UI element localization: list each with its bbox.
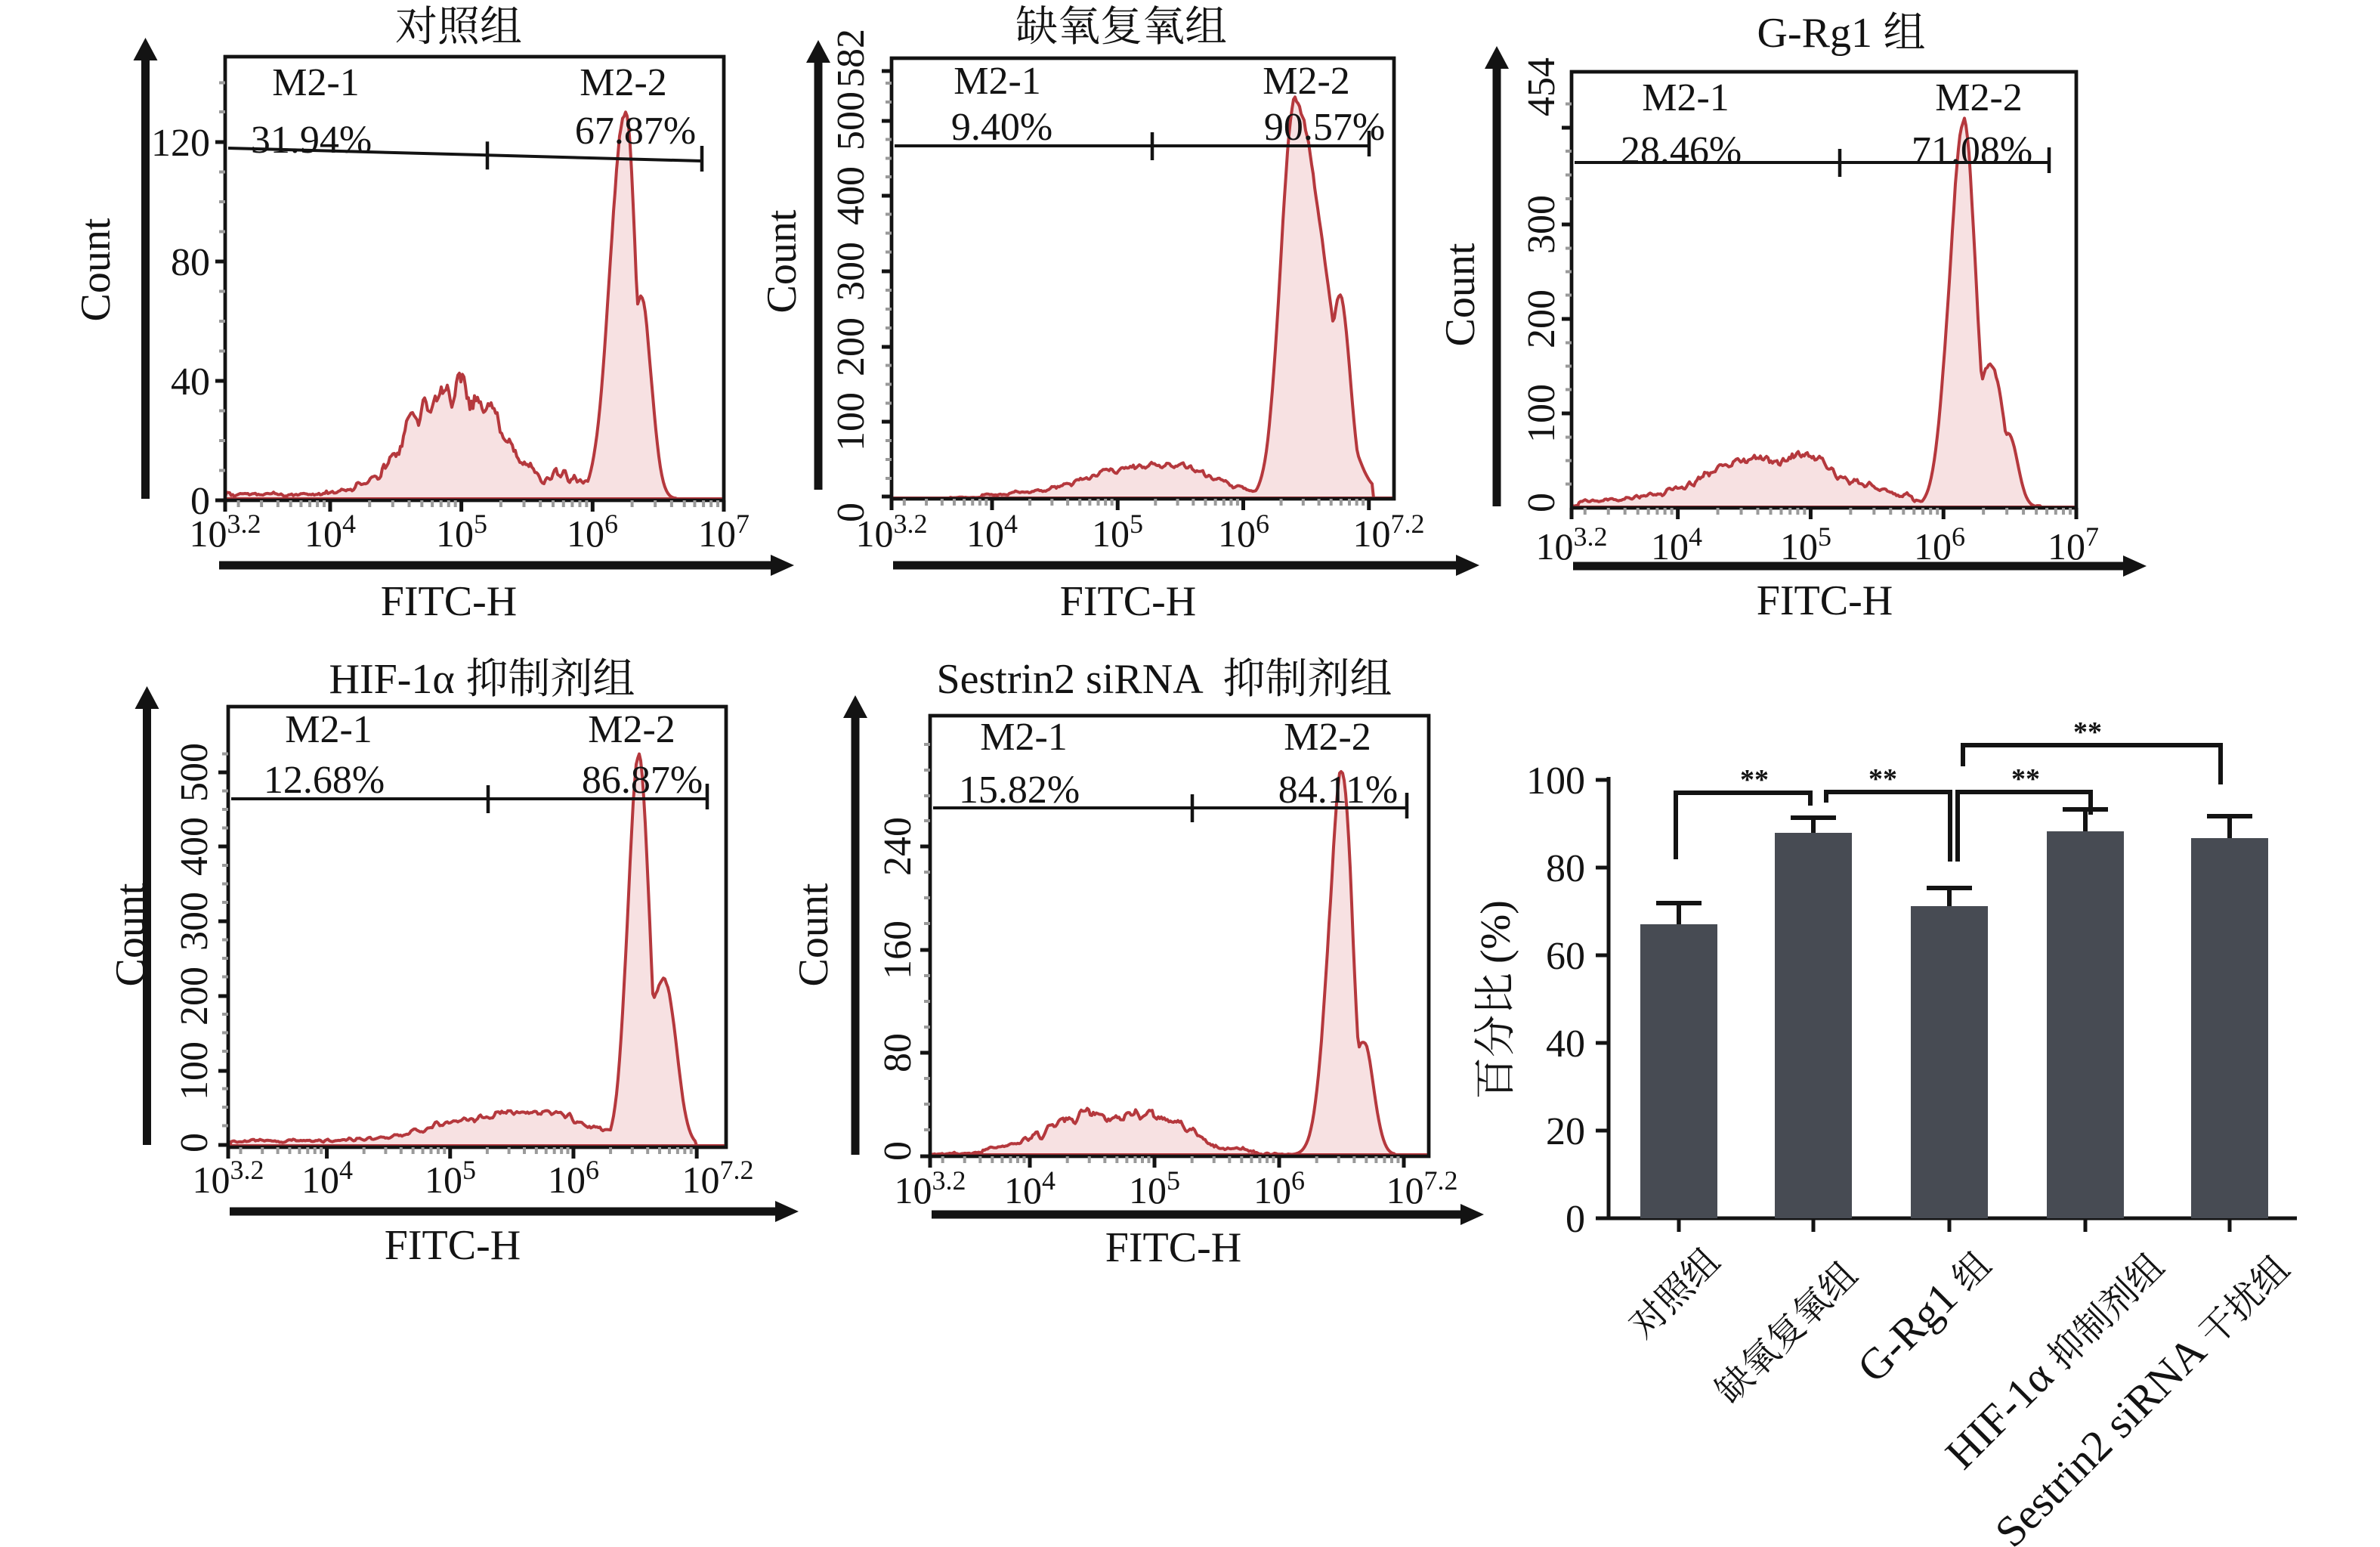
svg-text:HIF-1α: HIF-1α xyxy=(1936,1351,2063,1478)
svg-text:582: 582 xyxy=(830,29,873,88)
svg-text:0: 0 xyxy=(173,1133,216,1153)
svg-text:M2-2: M2-2 xyxy=(1935,76,2023,119)
svg-text:15.82%: 15.82% xyxy=(959,769,1080,812)
svg-text:31.94%: 31.94% xyxy=(251,119,372,162)
svg-text:40: 40 xyxy=(1546,1023,1585,1066)
svg-text:M2-1: M2-1 xyxy=(285,708,372,751)
svg-text:67.87%: 67.87% xyxy=(575,110,696,153)
svg-text:106: 106 xyxy=(1218,509,1269,555)
svg-text:G-Rg1: G-Rg1 xyxy=(1757,10,1872,57)
svg-text:0: 0 xyxy=(1566,1198,1585,1241)
svg-text:107.2: 107.2 xyxy=(1386,1165,1458,1211)
svg-text:104: 104 xyxy=(966,509,1018,555)
svg-text:104: 104 xyxy=(301,1155,353,1201)
svg-text:104: 104 xyxy=(304,509,356,555)
svg-text:Count: Count xyxy=(107,883,154,986)
svg-text:106: 106 xyxy=(567,509,618,555)
svg-text:500: 500 xyxy=(830,91,873,150)
svg-text:40: 40 xyxy=(171,360,210,404)
svg-text:104: 104 xyxy=(1004,1165,1056,1211)
svg-text:106: 106 xyxy=(1253,1165,1305,1211)
svg-text:Count: Count xyxy=(1437,243,1484,346)
svg-text:105: 105 xyxy=(1780,521,1831,568)
svg-text:**: ** xyxy=(1740,764,1769,796)
svg-text:FITC-H: FITC-H xyxy=(1105,1224,1241,1271)
svg-text:28.46%: 28.46% xyxy=(1621,129,1742,172)
svg-text:105: 105 xyxy=(425,1155,476,1201)
svg-text:400: 400 xyxy=(173,817,216,876)
svg-text:0: 0 xyxy=(1520,493,1563,512)
svg-text:**: ** xyxy=(2011,763,2040,795)
svg-text:400: 400 xyxy=(830,166,873,225)
svg-text:107.2: 107.2 xyxy=(1353,509,1425,555)
svg-text:Count: Count xyxy=(759,209,805,313)
svg-text:90.57%: 90.57% xyxy=(1264,106,1385,149)
svg-text:71.08%: 71.08% xyxy=(1912,129,2032,172)
svg-text:103.2: 103.2 xyxy=(895,1165,966,1211)
svg-text:105: 105 xyxy=(1092,509,1143,555)
svg-text:G-Rg1: G-Rg1 xyxy=(1848,1273,1967,1392)
svg-text:107: 107 xyxy=(698,509,750,555)
svg-text:**: ** xyxy=(1868,763,1897,795)
svg-text:106: 106 xyxy=(1914,521,1965,568)
svg-text:500: 500 xyxy=(173,743,216,802)
svg-text:FITC-H: FITC-H xyxy=(1757,577,1893,624)
svg-text:200: 200 xyxy=(1520,289,1563,348)
svg-text:84.11%: 84.11% xyxy=(1278,769,1398,812)
svg-text:**: ** xyxy=(2073,716,2102,748)
svg-text:80: 80 xyxy=(171,241,210,284)
svg-text:M2-1: M2-1 xyxy=(954,60,1041,103)
svg-text:M2-1: M2-1 xyxy=(1642,76,1729,119)
svg-text:9.40%: 9.40% xyxy=(951,106,1052,149)
svg-text:80: 80 xyxy=(876,1033,920,1072)
svg-text:M2-2: M2-2 xyxy=(580,61,667,104)
svg-text:100: 100 xyxy=(830,392,873,451)
svg-text:200: 200 xyxy=(173,967,216,1026)
svg-text:FITC-H: FITC-H xyxy=(1060,578,1196,625)
svg-text:300: 300 xyxy=(1520,195,1563,254)
svg-text:454: 454 xyxy=(1520,57,1563,116)
svg-text:107: 107 xyxy=(2048,521,2099,568)
svg-text:105: 105 xyxy=(1129,1165,1180,1211)
svg-text:M2-2: M2-2 xyxy=(1284,716,1371,759)
svg-text:160: 160 xyxy=(876,920,920,979)
svg-text:100: 100 xyxy=(1526,760,1585,803)
svg-text:FITC-H: FITC-H xyxy=(381,578,517,625)
svg-text:M2-1: M2-1 xyxy=(272,61,360,104)
svg-text:Sestrin2 siRNA: Sestrin2 siRNA xyxy=(937,656,1204,703)
svg-text:86.87%: 86.87% xyxy=(582,759,703,802)
svg-text:107.2: 107.2 xyxy=(682,1155,754,1201)
svg-text:103.2: 103.2 xyxy=(856,509,928,555)
svg-text:FITC-H: FITC-H xyxy=(385,1222,521,1269)
svg-text:100: 100 xyxy=(173,1041,216,1100)
svg-text:300: 300 xyxy=(830,242,873,301)
svg-text:240: 240 xyxy=(876,817,920,876)
svg-text:Count: Count xyxy=(790,883,837,986)
svg-text:106: 106 xyxy=(548,1155,599,1201)
svg-text:120: 120 xyxy=(151,122,210,165)
svg-text:60: 60 xyxy=(1546,935,1585,978)
svg-text:Count: Count xyxy=(73,218,119,321)
svg-text:M2-1: M2-1 xyxy=(980,716,1068,759)
svg-text:300: 300 xyxy=(173,892,216,951)
svg-text:(%): (%) xyxy=(1473,900,1519,964)
svg-text:103.2: 103.2 xyxy=(1536,521,1608,568)
svg-text:M2-2: M2-2 xyxy=(1263,60,1350,103)
svg-text:HIF-1α: HIF-1α xyxy=(329,656,455,703)
svg-text:0: 0 xyxy=(830,503,873,522)
svg-text:M2-2: M2-2 xyxy=(588,708,675,751)
svg-text:80: 80 xyxy=(1546,847,1585,890)
svg-text:100: 100 xyxy=(1520,384,1563,443)
svg-text:104: 104 xyxy=(1651,521,1702,568)
svg-text:103.2: 103.2 xyxy=(190,509,261,555)
svg-text:12.68%: 12.68% xyxy=(264,759,385,802)
svg-text:20: 20 xyxy=(1546,1110,1585,1153)
svg-text:0: 0 xyxy=(190,480,210,523)
svg-text:0: 0 xyxy=(876,1141,920,1161)
svg-text:105: 105 xyxy=(436,509,487,555)
svg-text:200: 200 xyxy=(830,317,873,376)
svg-text:103.2: 103.2 xyxy=(193,1155,264,1201)
